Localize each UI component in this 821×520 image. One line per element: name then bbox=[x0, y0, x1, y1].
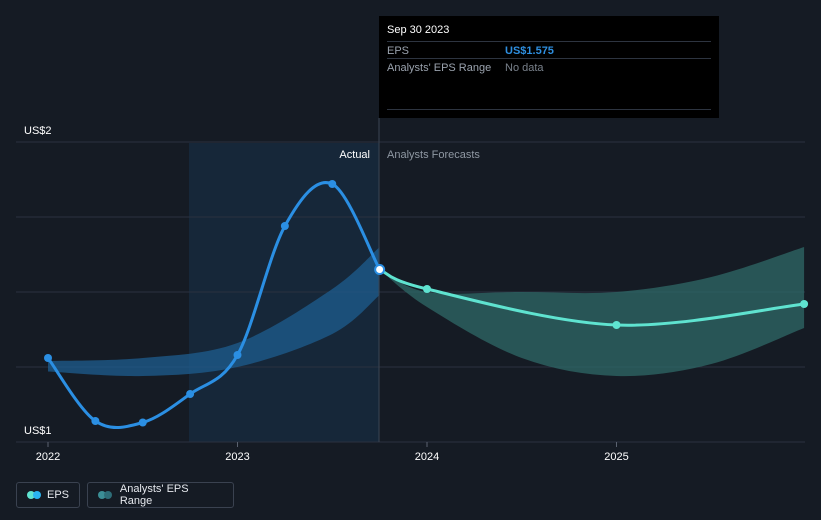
x-axis-ticks: 2022 2023 2024 2025 bbox=[36, 442, 629, 463]
tooltip-divider bbox=[387, 109, 711, 110]
tooltip-range-value: No data bbox=[505, 62, 544, 74]
tooltip-row-eps: EPS US$1.575 bbox=[387, 41, 711, 59]
tooltip-eps-value: US$1.575 bbox=[505, 45, 554, 57]
eps-forecast-point[interactable] bbox=[423, 285, 431, 293]
eps-actual-point[interactable] bbox=[233, 351, 242, 359]
eps-actual-point[interactable] bbox=[374, 264, 386, 275]
eps-actual-point[interactable] bbox=[328, 180, 337, 188]
forecast-label: Analysts Forecasts bbox=[387, 149, 480, 161]
legend-eps[interactable]: EPS bbox=[16, 482, 80, 508]
eps-forecast-point[interactable] bbox=[800, 300, 809, 308]
x-tick-label: 2024 bbox=[415, 451, 439, 463]
y-tick-label-top: US$2 bbox=[24, 125, 52, 137]
eps-actual-point[interactable] bbox=[44, 354, 52, 362]
forecast-eps-range-band bbox=[379, 247, 805, 377]
legend-eps-range[interactable]: Analysts' EPS Range bbox=[87, 482, 234, 508]
y-tick-label-bottom: US$1 bbox=[24, 425, 52, 437]
data-points bbox=[44, 180, 809, 427]
tooltip-eps-key: EPS bbox=[387, 45, 410, 57]
tooltip: Sep 30 2023 EPS US$1.575 Analysts' EPS R… bbox=[379, 16, 719, 118]
eps-actual-point[interactable] bbox=[91, 417, 100, 425]
eps-forecast-line bbox=[378, 268, 805, 327]
legend-eps-icon bbox=[27, 491, 41, 499]
tooltip-date: Sep 30 2023 bbox=[387, 24, 450, 36]
actual-eps-range-band bbox=[48, 247, 380, 377]
eps-actual-point[interactable] bbox=[138, 418, 147, 427]
eps-actual-point[interactable] bbox=[186, 390, 195, 398]
tooltip-range-key: Analysts' EPS Range bbox=[387, 62, 492, 74]
x-tick-label: 2022 bbox=[36, 451, 60, 463]
legend-eps-label: EPS bbox=[46, 489, 69, 501]
actual-label: Actual bbox=[339, 149, 370, 161]
tooltip-row-range: Analysts' EPS Range No data bbox=[387, 58, 711, 76]
x-tick-label: 2025 bbox=[604, 451, 628, 463]
legend-range-icon bbox=[98, 491, 112, 499]
eps-forecast-point[interactable] bbox=[612, 321, 621, 329]
x-tick-label: 2023 bbox=[225, 451, 249, 463]
eps-actual-point[interactable] bbox=[280, 222, 289, 230]
legend-range-label: Analysts' EPS Range bbox=[119, 483, 189, 507]
